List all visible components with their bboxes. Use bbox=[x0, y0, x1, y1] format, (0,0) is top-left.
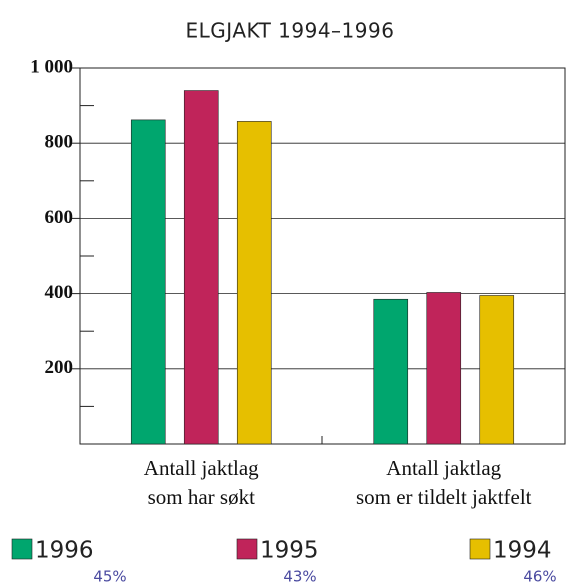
share-label: 43% bbox=[283, 568, 316, 584]
bar bbox=[426, 292, 462, 445]
y-tick-label: 600 bbox=[45, 207, 74, 228]
legend-label: 1995 bbox=[260, 538, 319, 564]
chart-title: ELGJAKT 1994–1996 bbox=[186, 19, 395, 43]
legend-label: 1996 bbox=[35, 538, 94, 564]
y-tick-label: 200 bbox=[45, 357, 74, 378]
x-tick-label: Antall jaktlag bbox=[144, 456, 259, 480]
bar bbox=[479, 295, 515, 445]
legend-swatch bbox=[11, 538, 33, 560]
bar bbox=[373, 298, 409, 445]
legend-swatch bbox=[236, 538, 258, 560]
y-tick-label: 400 bbox=[45, 282, 74, 303]
legend-swatch bbox=[469, 538, 491, 560]
bar bbox=[236, 121, 272, 445]
bar bbox=[183, 90, 219, 445]
legend-label: 1994 bbox=[493, 538, 552, 564]
y-tick-label: 800 bbox=[45, 132, 74, 153]
bar bbox=[130, 119, 166, 445]
share-label: 45% bbox=[93, 568, 126, 584]
x-tick-label: Antall jaktlag bbox=[386, 456, 501, 480]
x-tick-label: som er tildelt jaktfelt bbox=[356, 485, 532, 509]
x-tick-label: som har søkt bbox=[148, 485, 255, 509]
share-label: 46% bbox=[523, 568, 556, 584]
y-tick-label: 1 000 bbox=[30, 56, 73, 77]
